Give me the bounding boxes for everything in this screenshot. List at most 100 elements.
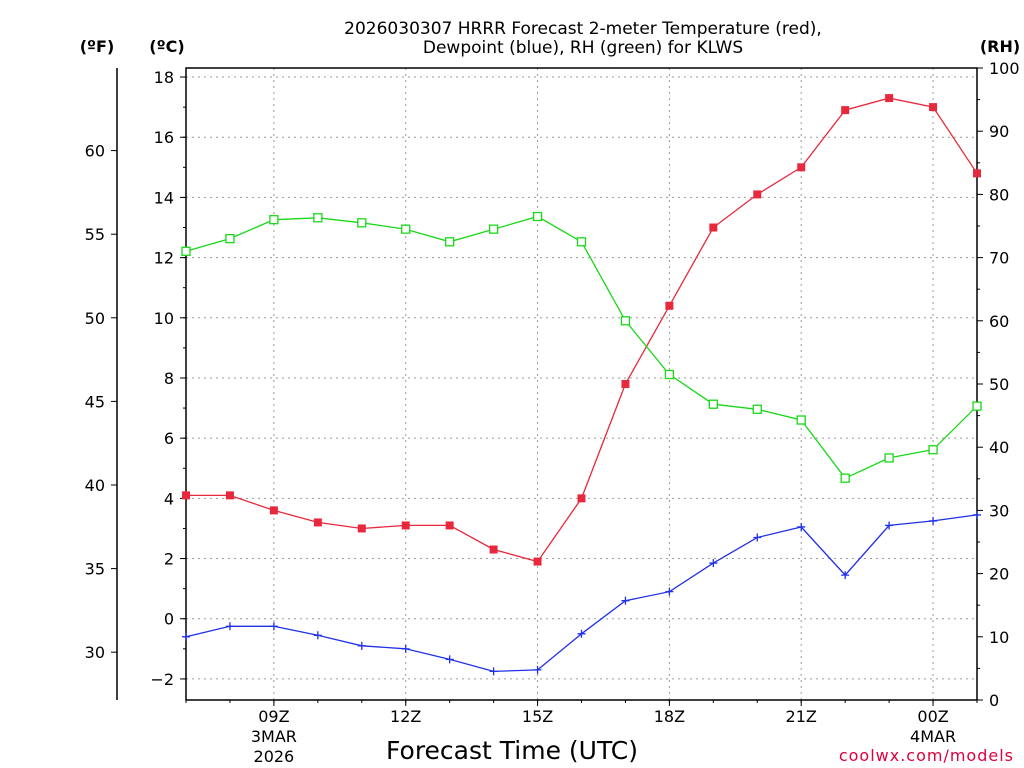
rh-point [488, 224, 499, 234]
data-series [181, 94, 982, 676]
rh-point [576, 237, 587, 247]
celsius-unit-label: (ºC) [149, 37, 184, 56]
x-tick-label: 15Z [522, 707, 553, 726]
rh-series [181, 211, 982, 483]
temperature-point [313, 518, 322, 527]
x-tick-label: 09Z [258, 707, 289, 726]
y-rh-tick-label: 30 [989, 501, 1009, 520]
y-fahrenheit-tick-label: 55 [85, 225, 105, 244]
x-tick-label: 21Z [786, 707, 817, 726]
y-fahrenheit-tick-label: 40 [85, 476, 105, 495]
plot-frame [185, 67, 978, 701]
dewpoint-point [885, 521, 894, 530]
temperature-point [445, 521, 454, 530]
y-celsius-tick-label: 10 [154, 309, 174, 328]
temperature-point [533, 557, 542, 566]
y-rh-tick-label: 70 [989, 249, 1009, 268]
temperature-point [841, 106, 850, 115]
x-tick-date-label: 3MAR [251, 727, 297, 746]
y-rh-tick-label: 90 [989, 122, 1009, 141]
temperature-point [182, 491, 190, 500]
dewpoint-point [973, 510, 981, 519]
rh-point [269, 215, 279, 225]
dewpoint-point [841, 571, 850, 580]
dewpoint-point [577, 629, 586, 638]
rh-point [225, 233, 235, 244]
y-fahrenheit-tick-label: 60 [85, 142, 105, 161]
temperature-point [577, 494, 586, 503]
x-tick-label: 18Z [654, 707, 685, 726]
dewpoint-point [489, 667, 498, 676]
y-celsius-tick-label: 8 [164, 369, 174, 388]
temperature-point [401, 521, 410, 530]
x-tick-year-label: 2026 [254, 747, 295, 766]
y-celsius-tick-label: 2 [164, 550, 174, 569]
rh-point [708, 399, 718, 409]
dewpoint-point [797, 522, 806, 531]
dewpoint-point [313, 631, 322, 640]
temperature-series [182, 94, 981, 566]
axes [111, 67, 983, 706]
temperature-point [885, 94, 894, 103]
dewpoint-point [929, 516, 938, 525]
y-rh-tick-label: 20 [989, 565, 1009, 584]
rh-point [181, 246, 191, 256]
x-tick-label: 12Z [390, 707, 421, 726]
y-fahrenheit-tick-label: 45 [85, 392, 105, 411]
y-celsius-tick-label: 6 [164, 429, 174, 448]
y-rh-tick-label: 100 [989, 59, 1020, 78]
fahrenheit-unit-label: (ºF) [80, 37, 115, 56]
temperature-point [753, 190, 762, 199]
y-rh-tick-label: 80 [989, 185, 1009, 204]
dewpoint-point [401, 644, 410, 653]
y-celsius-tick-label: 16 [154, 128, 174, 147]
y-celsius-tick-label: 0 [164, 610, 174, 629]
dewpoint-point [182, 632, 190, 641]
rh-point [796, 415, 806, 425]
temperature-point [269, 506, 278, 515]
rh-point [928, 445, 938, 455]
rh-point [972, 401, 982, 411]
rh-point [445, 237, 455, 247]
rh-point [357, 218, 367, 228]
temperature-point [357, 524, 366, 533]
y-fahrenheit-tick-label: 50 [85, 309, 105, 328]
temperature-point [665, 301, 674, 310]
rh-unit-label: (RH) [980, 37, 1020, 56]
credit-text: coolwx.com/models [839, 746, 1014, 765]
dewpoint-point [665, 587, 674, 596]
dewpoint-point [269, 622, 278, 631]
y-fahrenheit-tick-label: 35 [85, 560, 105, 579]
gridlines [186, 68, 977, 700]
rh-point [840, 473, 850, 483]
y-rh-tick-label: 10 [989, 628, 1009, 647]
x-axis-title: Forecast Time (UTC) [386, 736, 638, 765]
dewpoint-line [185, 514, 978, 673]
y-rh-tick-label: 50 [989, 375, 1009, 394]
rh-point [401, 224, 411, 234]
y-celsius-tick-label: 12 [154, 249, 174, 268]
rh-point [664, 369, 675, 380]
rh-line [185, 215, 978, 480]
dewpoint-point [533, 665, 542, 674]
y-celsius-tick-label: −2 [150, 670, 174, 689]
rh-point [532, 211, 543, 222]
dewpoint-series [182, 510, 981, 676]
chart-title: 2026030307 HRRR Forecast 2-meter Tempera… [344, 19, 822, 58]
dewpoint-point [357, 641, 366, 650]
y-rh-tick-label: 40 [989, 438, 1009, 457]
temperature-point [929, 103, 938, 112]
y-celsius-tick-label: 14 [154, 188, 174, 207]
dewpoint-point [225, 622, 234, 631]
temperature-point [797, 163, 806, 172]
dewpoint-point [753, 533, 762, 542]
temperature-line [186, 97, 978, 563]
rh-point [620, 316, 631, 326]
temperature-point [621, 380, 630, 388]
y-celsius-tick-label: 4 [164, 489, 174, 508]
temperature-point [973, 169, 981, 178]
x-tick-label: 00Z [917, 707, 948, 726]
chart-title-line2: Dewpoint (blue), RH (green) for KLWS [423, 38, 743, 58]
